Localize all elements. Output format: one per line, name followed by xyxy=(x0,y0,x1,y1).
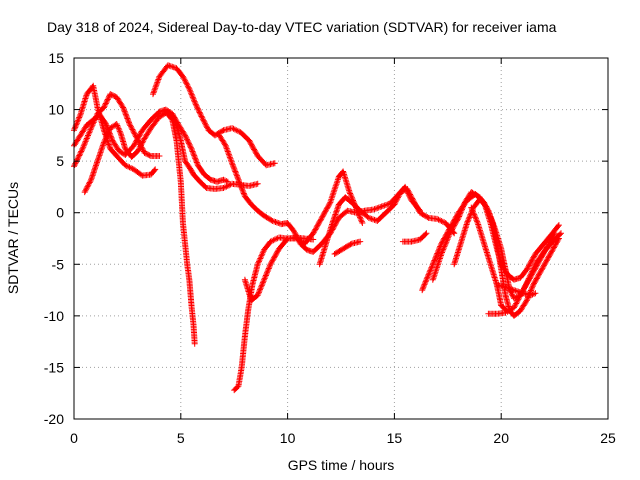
x-tick-label: 10 xyxy=(280,430,296,446)
series-trace-11 xyxy=(331,238,364,257)
y-tick-label: 5 xyxy=(56,153,64,169)
y-tick-label: -10 xyxy=(44,308,64,324)
series-marks xyxy=(162,108,198,347)
series-marks xyxy=(150,62,278,169)
series-trace-9 xyxy=(241,168,366,304)
y-tick-label: 0 xyxy=(56,205,64,221)
data-traces xyxy=(71,62,564,394)
series-trace-6 xyxy=(162,108,198,347)
series-trace-12 xyxy=(399,230,430,245)
plot-frame xyxy=(73,57,609,420)
series-trace-13 xyxy=(419,191,562,294)
series-trace-15 xyxy=(451,196,562,319)
series-marks xyxy=(331,238,364,257)
x-tick-label: 15 xyxy=(387,430,403,446)
x-tick-label: 0 xyxy=(70,430,78,446)
series-marks xyxy=(216,132,423,255)
chart-title: Day 318 of 2024, Sidereal Day-to-day VTE… xyxy=(47,19,557,35)
series-trace-5 xyxy=(150,62,278,169)
y-tick-label: -15 xyxy=(44,359,64,375)
y-axis-title: SDTVAR / TECUs xyxy=(5,182,21,294)
axis-ticks: 0 5 10 15 20 25 -20 -15 -10 -5 0 5 10 15 xyxy=(44,50,616,446)
series-marks xyxy=(485,309,509,317)
series-trace-18 xyxy=(485,309,509,317)
x-tick-label: 25 xyxy=(600,430,616,446)
y-tick-label: -5 xyxy=(52,256,65,272)
series-marks xyxy=(419,191,562,294)
series-marks xyxy=(241,168,366,304)
series-marks xyxy=(316,186,458,268)
grid xyxy=(74,58,608,419)
y-tick-label: 10 xyxy=(48,102,64,118)
x-axis-title: GPS time / hours xyxy=(288,457,395,473)
series-marks xyxy=(451,196,562,319)
x-tick-label: 5 xyxy=(177,430,185,446)
x-tick-label: 20 xyxy=(493,430,509,446)
series-trace-10 xyxy=(316,186,458,268)
series-marks xyxy=(399,230,430,245)
y-tick-label: 15 xyxy=(48,50,64,66)
series-trace-17 xyxy=(493,281,539,299)
series-marks xyxy=(493,281,539,299)
series-trace-8 xyxy=(216,132,423,255)
y-tick-label: -20 xyxy=(44,411,64,427)
